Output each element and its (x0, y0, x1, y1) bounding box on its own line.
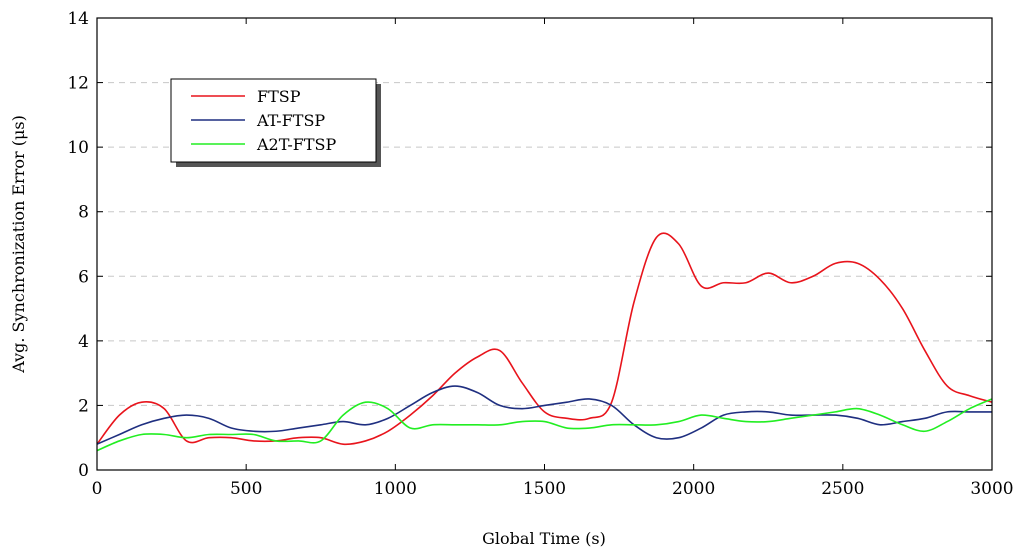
x-tick-label-6: 3000 (970, 479, 1013, 499)
legend: FTSP AT-FTSP A2T-FTSP (170, 78, 381, 167)
y-tick-label-4: 8 (78, 203, 89, 223)
axis-ticks: 0 2 4 6 8 10 12 14 0 500 1000 1500 2000 2500 3000 (67, 9, 1013, 499)
series-line-at-ftsp (96, 385, 992, 445)
y-tick-label-6: 12 (67, 74, 89, 94)
y-tick-label-1: 2 (78, 396, 89, 416)
x-tick-label-5: 2500 (821, 479, 864, 499)
x-tick-label-3: 1500 (523, 479, 566, 499)
y-tick-label-2: 4 (78, 332, 89, 352)
series-lines (96, 232, 993, 452)
x-tick-label-0: 0 (92, 479, 103, 499)
x-tick-label-1: 500 (230, 479, 262, 499)
y-tick-label-5: 10 (67, 138, 89, 158)
y-tick-label-7: 14 (67, 9, 89, 29)
y-axis-label: Avg. Synchronization Error (μs) (9, 115, 28, 374)
series-line-a2t-ftsp (96, 398, 993, 452)
y-tick-label-0: 0 (78, 461, 89, 481)
series-line-ftsp (96, 232, 993, 446)
legend-label-at-ftsp: AT-FTSP (256, 111, 325, 130)
legend-label-a2t-ftsp: A2T-FTSP (256, 135, 336, 154)
x-axis-label: Global Time (s) (482, 529, 606, 548)
legend-label-ftsp: FTSP (257, 87, 301, 106)
x-tick-label-2: 1000 (374, 479, 417, 499)
y-tick-label-3: 6 (78, 267, 89, 287)
x-tick-label-4: 2000 (672, 479, 715, 499)
